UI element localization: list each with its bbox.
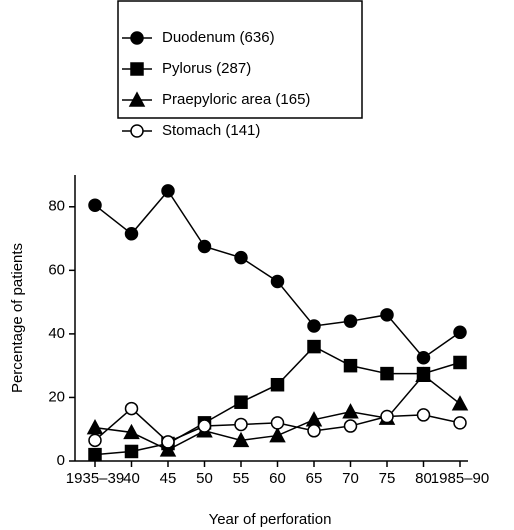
data-point [342, 403, 359, 419]
data-point [161, 184, 175, 198]
data-point [453, 416, 467, 430]
data-point [124, 401, 139, 416]
data-point [343, 314, 358, 328]
x-tick-label: 65 [306, 470, 323, 487]
data-point [232, 431, 250, 448]
legend-marker [130, 31, 144, 45]
data-point [343, 358, 358, 373]
y-tick-label: 40 [48, 325, 65, 342]
y-tick-label: 0 [57, 452, 65, 469]
data-point [380, 366, 394, 381]
legend-label: Stomach (141) [162, 122, 260, 139]
legend-marker [128, 91, 146, 107]
data-point [270, 416, 285, 430]
data-point [88, 433, 102, 448]
data-point [416, 350, 431, 365]
data-point [234, 395, 248, 409]
data-point [453, 355, 467, 370]
data-point [307, 424, 321, 438]
y-tick-label: 60 [48, 261, 65, 278]
x-tick-label: 50 [196, 470, 213, 487]
x-tick-label: 1935–39 [66, 470, 124, 487]
legend-box [117, 0, 363, 119]
data-point [123, 423, 140, 440]
data-point [234, 250, 248, 265]
legend-label: Duodenum (636) [162, 29, 275, 46]
y-tick-label: 80 [48, 198, 65, 215]
x-tick-label: 1985–90 [431, 470, 489, 487]
data-point [270, 274, 285, 289]
data-point [197, 419, 212, 433]
data-point [380, 308, 394, 322]
data-point [124, 444, 139, 459]
data-point [124, 227, 139, 241]
data-point [416, 408, 431, 422]
series-line [94, 189, 461, 359]
x-tick-label: 40 [123, 470, 140, 487]
x-tick-label: 70 [342, 470, 359, 487]
x-axis-label: Year of perforation [209, 511, 332, 528]
data-point [86, 419, 104, 435]
data-point [270, 377, 285, 392]
data-point [307, 339, 321, 354]
data-point [88, 198, 102, 212]
data-point [451, 395, 469, 411]
data-point [234, 417, 248, 432]
data-point [307, 319, 321, 333]
data-point [415, 366, 432, 382]
data-point [453, 325, 467, 340]
legend-label: Praepyloric area (165) [162, 91, 310, 108]
data-point [159, 441, 177, 457]
x-tick-label: 80 [415, 470, 432, 487]
data-point [197, 239, 212, 254]
x-tick-label: 45 [160, 470, 177, 487]
legend-label: Pylorus (287) [162, 60, 251, 77]
y-tick-label: 20 [48, 388, 65, 405]
legend-marker [130, 124, 144, 138]
data-point [88, 447, 102, 462]
data-point [269, 426, 286, 443]
data-point [161, 435, 175, 449]
y-axis-label: Percentage of patients [9, 243, 26, 393]
data-point [380, 409, 394, 424]
data-point [343, 419, 358, 433]
x-tick-label: 75 [379, 470, 396, 487]
x-tick-label: 55 [233, 470, 250, 487]
legend-marker [130, 62, 144, 76]
x-tick-label: 60 [269, 470, 286, 487]
